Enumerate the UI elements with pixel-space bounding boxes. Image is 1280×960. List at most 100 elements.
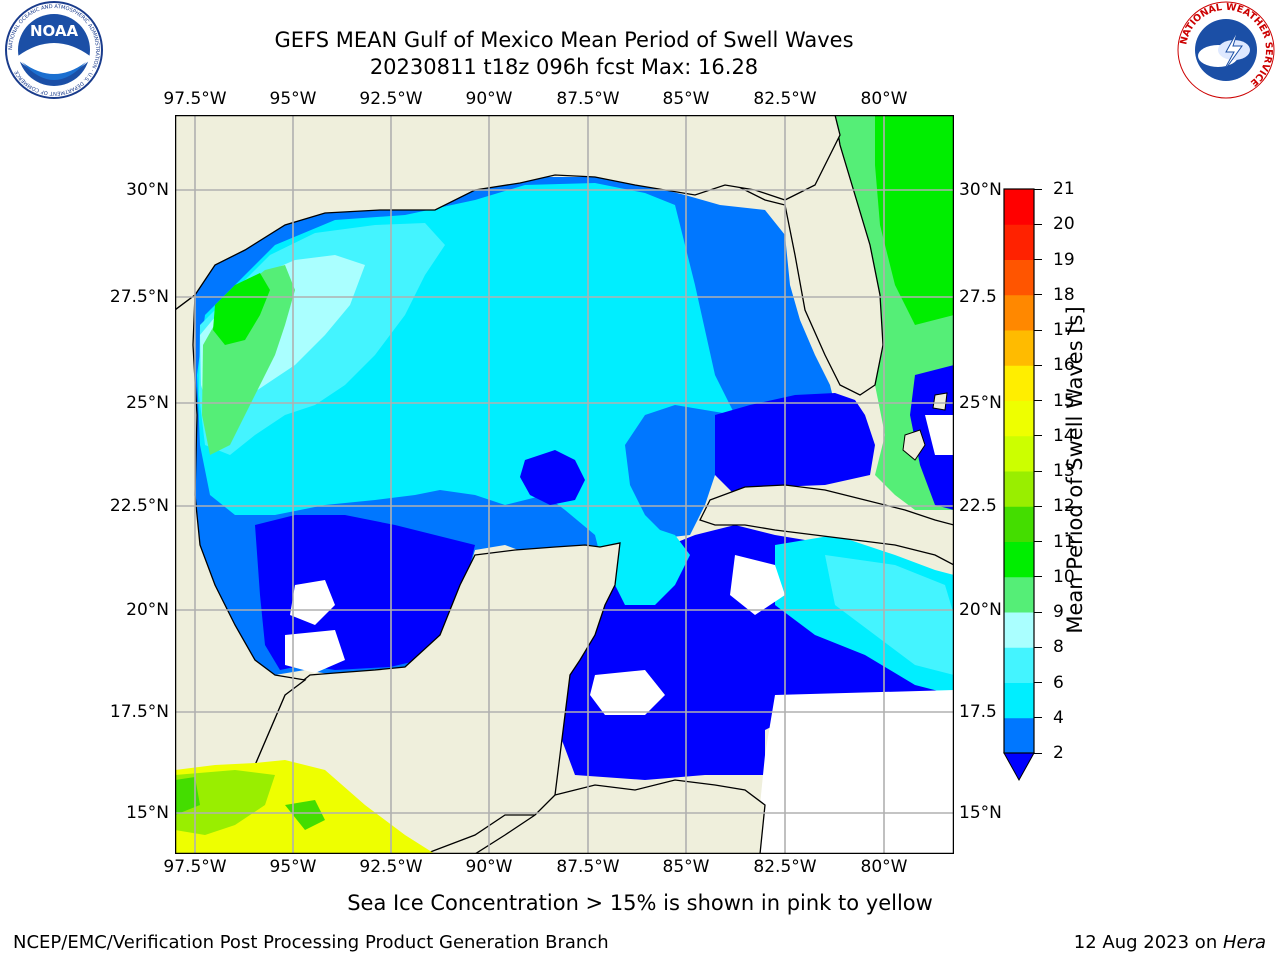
footer-date: 12 Aug 2023 on Hera [1074, 932, 1266, 953]
colorbar-tick-label: 16 [1053, 355, 1075, 376]
chart-title: GEFS MEAN Gulf of Mexico Mean Period of … [274, 28, 854, 52]
colorbar-segment [1004, 189, 1034, 225]
no-data-area-campeche-1 [290, 580, 335, 625]
colorbar-tick-label: 21 [1053, 179, 1075, 199]
cuba-island [699, 484, 954, 566]
gulf-of-mexico-map [175, 115, 954, 854]
colorbar-label: Mean Period of Swell Waves [s] [1063, 306, 1087, 634]
colorbar-segment [1004, 506, 1034, 542]
colorbar-segment [1004, 224, 1034, 260]
lat-tick-right: 17.5 [959, 702, 997, 722]
colorbar-tick-label: 6 [1053, 672, 1064, 693]
colorbar-tick-label: 15 [1053, 390, 1075, 411]
colorbar-tick-label: 9 [1053, 602, 1064, 622]
colorbar-segment [1004, 647, 1034, 683]
colorbar-segment [1004, 400, 1034, 437]
lat-tick-left: 25°N [126, 393, 169, 413]
colorbar-tick-label: 12 [1053, 496, 1075, 517]
footer-machine: Hera [1222, 932, 1266, 953]
colorbar-tick-mark [1034, 223, 1042, 225]
colorbar-tick-mark [1034, 364, 1042, 366]
colorbar-tick-label: 18 [1053, 284, 1075, 305]
caribbean-palecyan-zone [825, 555, 954, 675]
nws-logo: NATIONAL WEATHER SERVICE [1177, 1, 1275, 99]
lon-tick-top: 90°W [465, 89, 513, 109]
colorbar-segment [1004, 259, 1034, 296]
colorbar-tick-mark [1034, 752, 1042, 754]
colorbar-segment [1004, 541, 1034, 578]
colorbar [1003, 188, 1035, 782]
colorbar-tick-label: 14 [1053, 425, 1075, 446]
lon-tick-bottom: 90°W [465, 857, 513, 877]
map-gridlines [175, 115, 954, 854]
lon-tick-top: 92.5°W [359, 89, 423, 109]
lon-tick-bottom: 97.5°W [163, 857, 227, 877]
colorbar-tick-mark [1034, 329, 1042, 331]
lon-tick-top: 87.5°W [556, 89, 620, 109]
colorbar-extend-arrow [1003, 752, 1035, 782]
colorbar-tick-label: 4 [1053, 707, 1064, 728]
lon-tick-top: 80°W [860, 89, 908, 109]
no-data-area-east [925, 415, 954, 455]
colorbar-tick-mark [1034, 470, 1042, 472]
colorbar-tick-mark [1034, 541, 1042, 542]
lon-tick-top: 95°W [269, 89, 317, 109]
lat-tick-left: 20°N [126, 600, 169, 620]
sea-ice-note: Sea Ice Concentration > 15% is shown in … [347, 891, 933, 915]
colorbar-tick-label: 2 [1053, 743, 1064, 763]
lon-tick-bottom: 80°W [860, 857, 908, 877]
colorbar-tick-mark [1034, 576, 1042, 578]
lat-tick-right: 25°N [959, 393, 1002, 413]
map-frame [175, 115, 954, 854]
colorbar-tick-mark [1034, 646, 1042, 648]
lat-tick-left: 27.5°N [109, 287, 169, 307]
colorbar-segment [1004, 294, 1034, 331]
noaa-logo-text: NOAA [30, 22, 79, 40]
lon-tick-top: 97.5°W [163, 89, 227, 109]
lat-tick-right: 27.5 [959, 287, 997, 307]
lat-tick-right: 30°N [959, 180, 1002, 200]
colorbar-tick-mark [1034, 682, 1042, 683]
lon-tick-bottom: 92.5°W [359, 857, 423, 877]
colorbar-segment [1004, 471, 1034, 507]
atlantic-green-zone [875, 115, 954, 325]
footer-branch: NCEP/EMC/Verification Post Processing Pr… [13, 932, 609, 953]
colorbar-tick-mark [1034, 400, 1042, 401]
lat-tick-left: 17.5°N [109, 702, 169, 722]
lat-tick-left: 22.5°N [109, 496, 169, 516]
colorbar-tick-label: 8 [1053, 637, 1064, 658]
pacific-swell-darkgreen-zone [175, 777, 325, 830]
lat-tick-right: 22.5 [959, 496, 997, 516]
colorbar-tick-mark [1034, 435, 1042, 437]
colorbar-tick-label: 20 [1053, 214, 1075, 235]
lon-tick-bottom: 95°W [269, 857, 317, 877]
no-data-area-campeche-2 [285, 630, 345, 673]
lon-tick-bottom: 82.5°W [753, 857, 817, 877]
swell-darkgreen-zone [213, 273, 270, 345]
noaa-logo: NOAA NATIONAL OCEANIC AND ATMOSPHERIC AD… [5, 1, 103, 99]
lon-tick-bottom: 85°W [662, 857, 710, 877]
colorbar-segment [1004, 576, 1034, 613]
colorbar-tick-label: 17 [1053, 320, 1075, 340]
colorbar-tick-label: 11 [1053, 531, 1075, 552]
swell-darkblue-zone-central [520, 450, 585, 505]
lat-tick-left: 15°N [126, 803, 169, 823]
swell-darkblue-zone-bay-of-campeche [255, 515, 475, 670]
colorbar-segment [1004, 435, 1034, 472]
colorbar-tick-mark [1034, 294, 1042, 296]
colorbar-tick-mark [1034, 188, 1042, 190]
lon-tick-top: 82.5°W [753, 89, 817, 109]
no-data-area-patch-1 [590, 670, 665, 715]
colorbar-segment [1004, 330, 1034, 366]
colorbar-segment [1004, 682, 1034, 719]
lon-tick-bottom: 87.5°W [556, 857, 620, 877]
central-america-land [473, 779, 766, 854]
lon-tick-top: 85°W [662, 89, 710, 109]
chart-subtitle: 20230811 t18z 096h fcst Max: 16.28 [369, 55, 759, 79]
lat-tick-right: 15°N [959, 803, 1002, 823]
footer-date-text: 12 Aug 2023 on [1073, 932, 1223, 953]
colorbar-tick-mark [1034, 505, 1042, 507]
colorbar-tick-label: 19 [1053, 249, 1075, 270]
colorbar-tick-mark [1034, 259, 1042, 260]
us-gulf-coast [175, 115, 841, 311]
